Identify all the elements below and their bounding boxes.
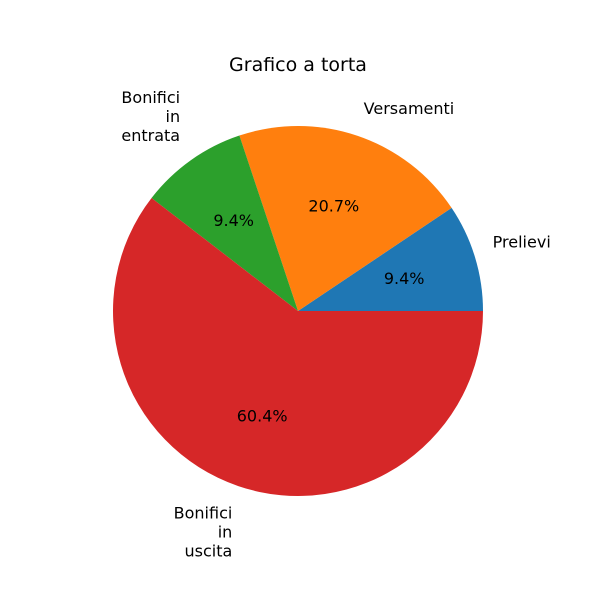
pie-slice-versamenti [239, 125, 452, 311]
category-labels: Prelievi Versamenti Bonifici in entrata Bonif… [121, 88, 550, 560]
percent-label-prelievi: 9.4% [384, 269, 425, 288]
chart-title: Grafico a torta [229, 54, 367, 76]
category-label-bonifici-in-entrata: Bonifici in entrata [121, 88, 180, 145]
percent-label-bonifici-in-uscita: 60.4% [237, 407, 288, 426]
percent-label-versamenti: 20.7% [308, 196, 359, 215]
pie-slice-bonifici-in-uscita [112, 197, 483, 497]
percent-label-bonifici-in-entrata: 9.4% [213, 211, 254, 230]
pie-slice-prelievi [298, 207, 483, 311]
pie-slice-bonifici-in-entrata [151, 135, 298, 311]
category-label-versamenti: Versamenti [364, 99, 455, 118]
category-label-prelievi: Prelievi [493, 233, 551, 252]
pie-slices [112, 125, 483, 497]
percent-labels: 9.4% 20.7% 9.4% 60.4% [213, 196, 424, 425]
category-label-bonifici-in-uscita: Bonifici in uscita [174, 503, 233, 560]
